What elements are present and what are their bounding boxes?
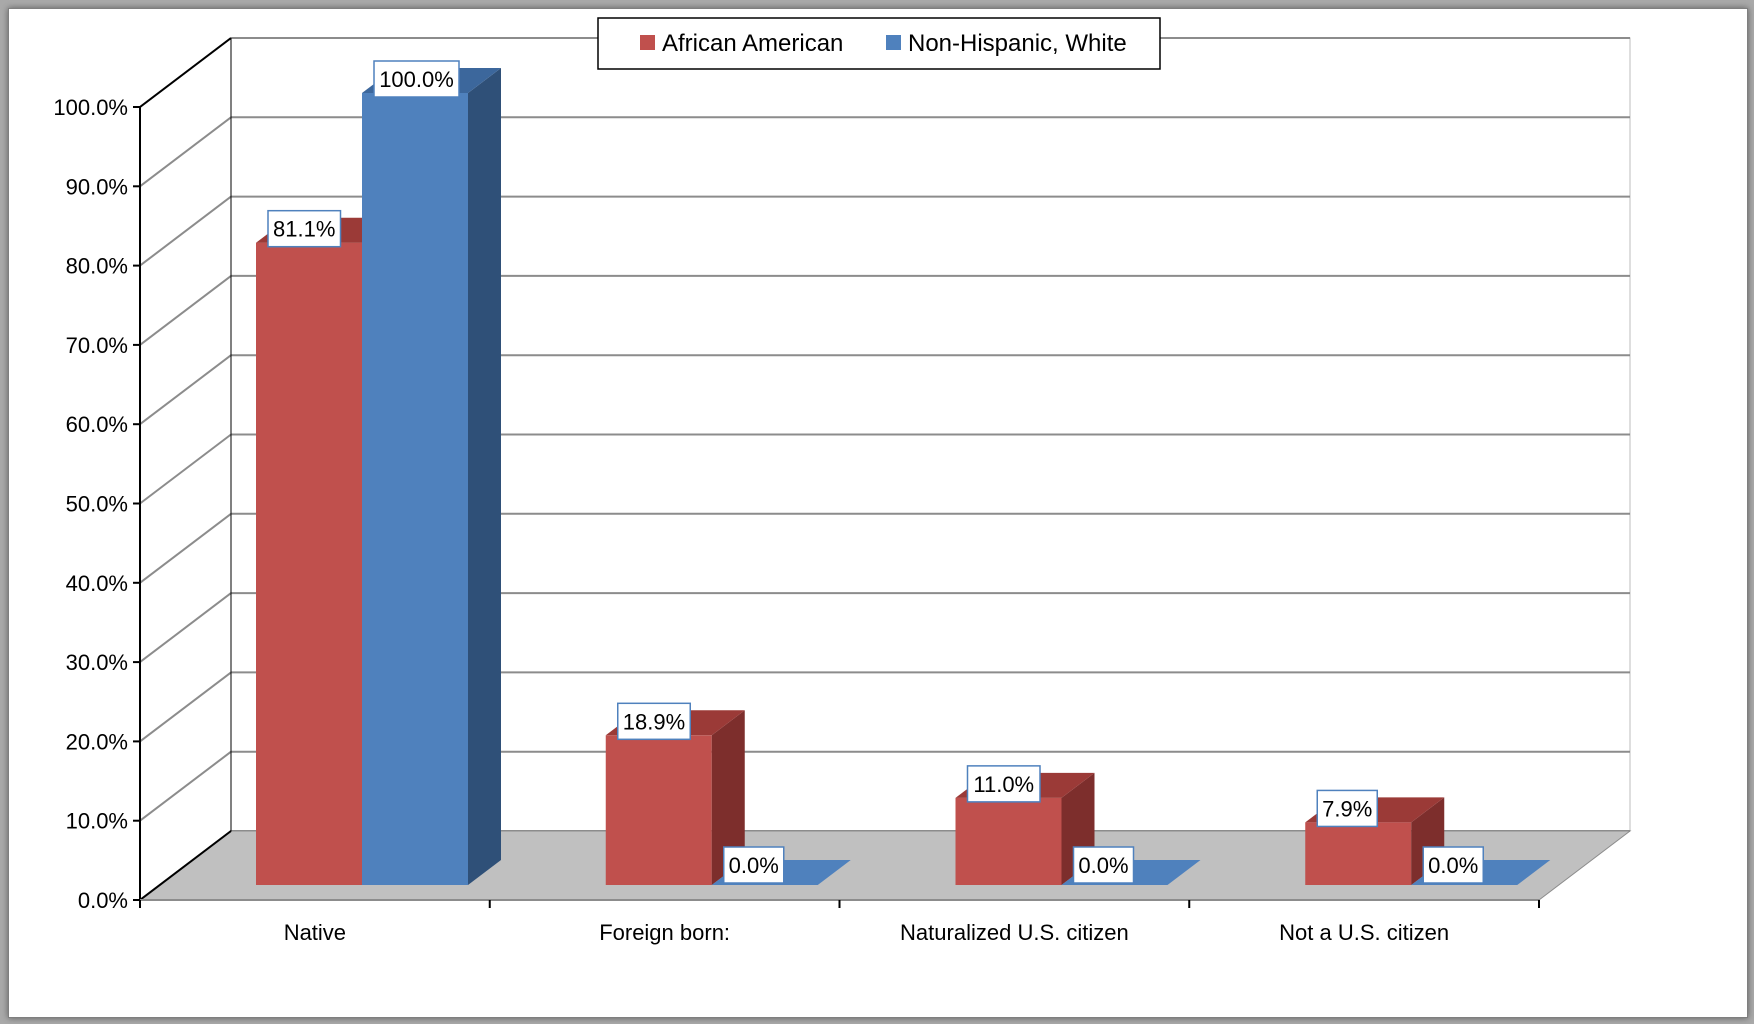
data-label: 18.9%: [617, 702, 691, 741]
y-tick-label: 70.0%: [66, 333, 128, 358]
chart: 0.0% 10.0% 20.0% 30.0% 40.0% 50.0% 60.0% 70.0% 8…: [53, 17, 1632, 945]
gridline-side: [139, 671, 232, 743]
data-label-box: [617, 702, 691, 741]
gridline-side: [139, 116, 232, 188]
bars: [256, 68, 1551, 886]
y-tick-label: 90.0%: [66, 174, 128, 199]
data-label: 0.0%: [723, 846, 785, 884]
floor-side-edge: [139, 830, 232, 901]
y-tick-label: 60.0%: [66, 412, 128, 437]
gridline-side: [139, 750, 232, 822]
y-tick-label: 50.0%: [66, 492, 128, 517]
legend: African American Non-Hispanic, White: [597, 17, 1161, 70]
bar-face: [362, 93, 468, 885]
category-label: Native: [284, 920, 346, 945]
bar-non-hispanic-white: [362, 68, 501, 885]
data-label: 11.0%: [966, 765, 1041, 803]
y-tick-label: 40.0%: [66, 571, 128, 596]
bar-face: [955, 797, 1062, 885]
data-label-box: [966, 765, 1041, 803]
chart-frame: 0.0% 10.0% 20.0% 30.0% 40.0% 50.0% 60.0% 70.0% 8…: [8, 8, 1748, 1018]
data-labels: 81.1% 100.0% 18.9% 0.0% 11.0% 0.0% 7.9% 0.0%: [267, 60, 1484, 884]
y-tick-label: 10.0%: [66, 809, 128, 834]
data-label-text: 11.0%: [973, 772, 1034, 797]
data-label-box: [723, 846, 785, 884]
data-label-box: [1316, 789, 1378, 828]
gridline-side: [139, 275, 232, 346]
gridline-side: [139, 354, 232, 425]
data-label: 7.9%: [1316, 789, 1378, 828]
data-label-text: 0.0%: [1078, 853, 1128, 878]
y-axis-top-edge: [139, 37, 232, 108]
bar-side: [711, 710, 745, 885]
data-label-text: 100.0%: [379, 67, 454, 92]
legend-swatch-non-hispanic-white: [886, 35, 901, 50]
bar-face: [1305, 822, 1412, 885]
gridline-side: [139, 592, 232, 663]
bar-african-american: [605, 710, 745, 885]
data-label: 0.0%: [1072, 846, 1135, 884]
data-label-text: 7.9%: [1322, 796, 1372, 821]
category-label: Not a U.S. citizen: [1279, 920, 1449, 945]
y-tick-label: 20.0%: [66, 729, 128, 754]
data-label: 100.0%: [373, 60, 460, 98]
data-label-text: 0.0%: [1428, 853, 1478, 878]
data-label-text: 81.1%: [273, 217, 335, 242]
gridline-side: [139, 195, 232, 267]
gridline-side: [139, 513, 232, 584]
y-tick-label: 80.0%: [66, 254, 128, 279]
data-label: 81.1%: [267, 209, 342, 248]
gridline-side: [139, 433, 232, 505]
legend-label-african-american: African American: [662, 30, 843, 57]
category-label: Foreign born:: [599, 920, 730, 945]
y-tick-label: 100.0%: [53, 95, 128, 120]
legend-box: [597, 17, 1161, 70]
data-label-box: [373, 60, 460, 98]
bar-face: [256, 242, 362, 886]
data-label-box: [267, 209, 342, 248]
category-label: Naturalized U.S. citizen: [900, 920, 1129, 945]
legend-swatch-african-american: [640, 35, 655, 50]
data-label-text: 18.9%: [623, 709, 685, 734]
category-labels: Native Foreign born: Naturalized U.S. citi…: [284, 920, 1449, 945]
data-label-box: [1422, 846, 1484, 884]
y-tick-label: 0.0%: [78, 888, 128, 913]
legend-label-non-hispanic-white: Non-Hispanic, White: [908, 30, 1127, 57]
y-tick-label: 30.0%: [66, 650, 128, 675]
bar-side: [468, 68, 501, 885]
y-tick-labels: 0.0% 10.0% 20.0% 30.0% 40.0% 50.0% 60.0% 70.0% 8…: [53, 95, 140, 913]
data-label: 0.0%: [1422, 846, 1484, 884]
data-label-text: 0.0%: [729, 853, 779, 878]
bar-face: [605, 735, 712, 885]
data-label-box: [1072, 846, 1135, 884]
